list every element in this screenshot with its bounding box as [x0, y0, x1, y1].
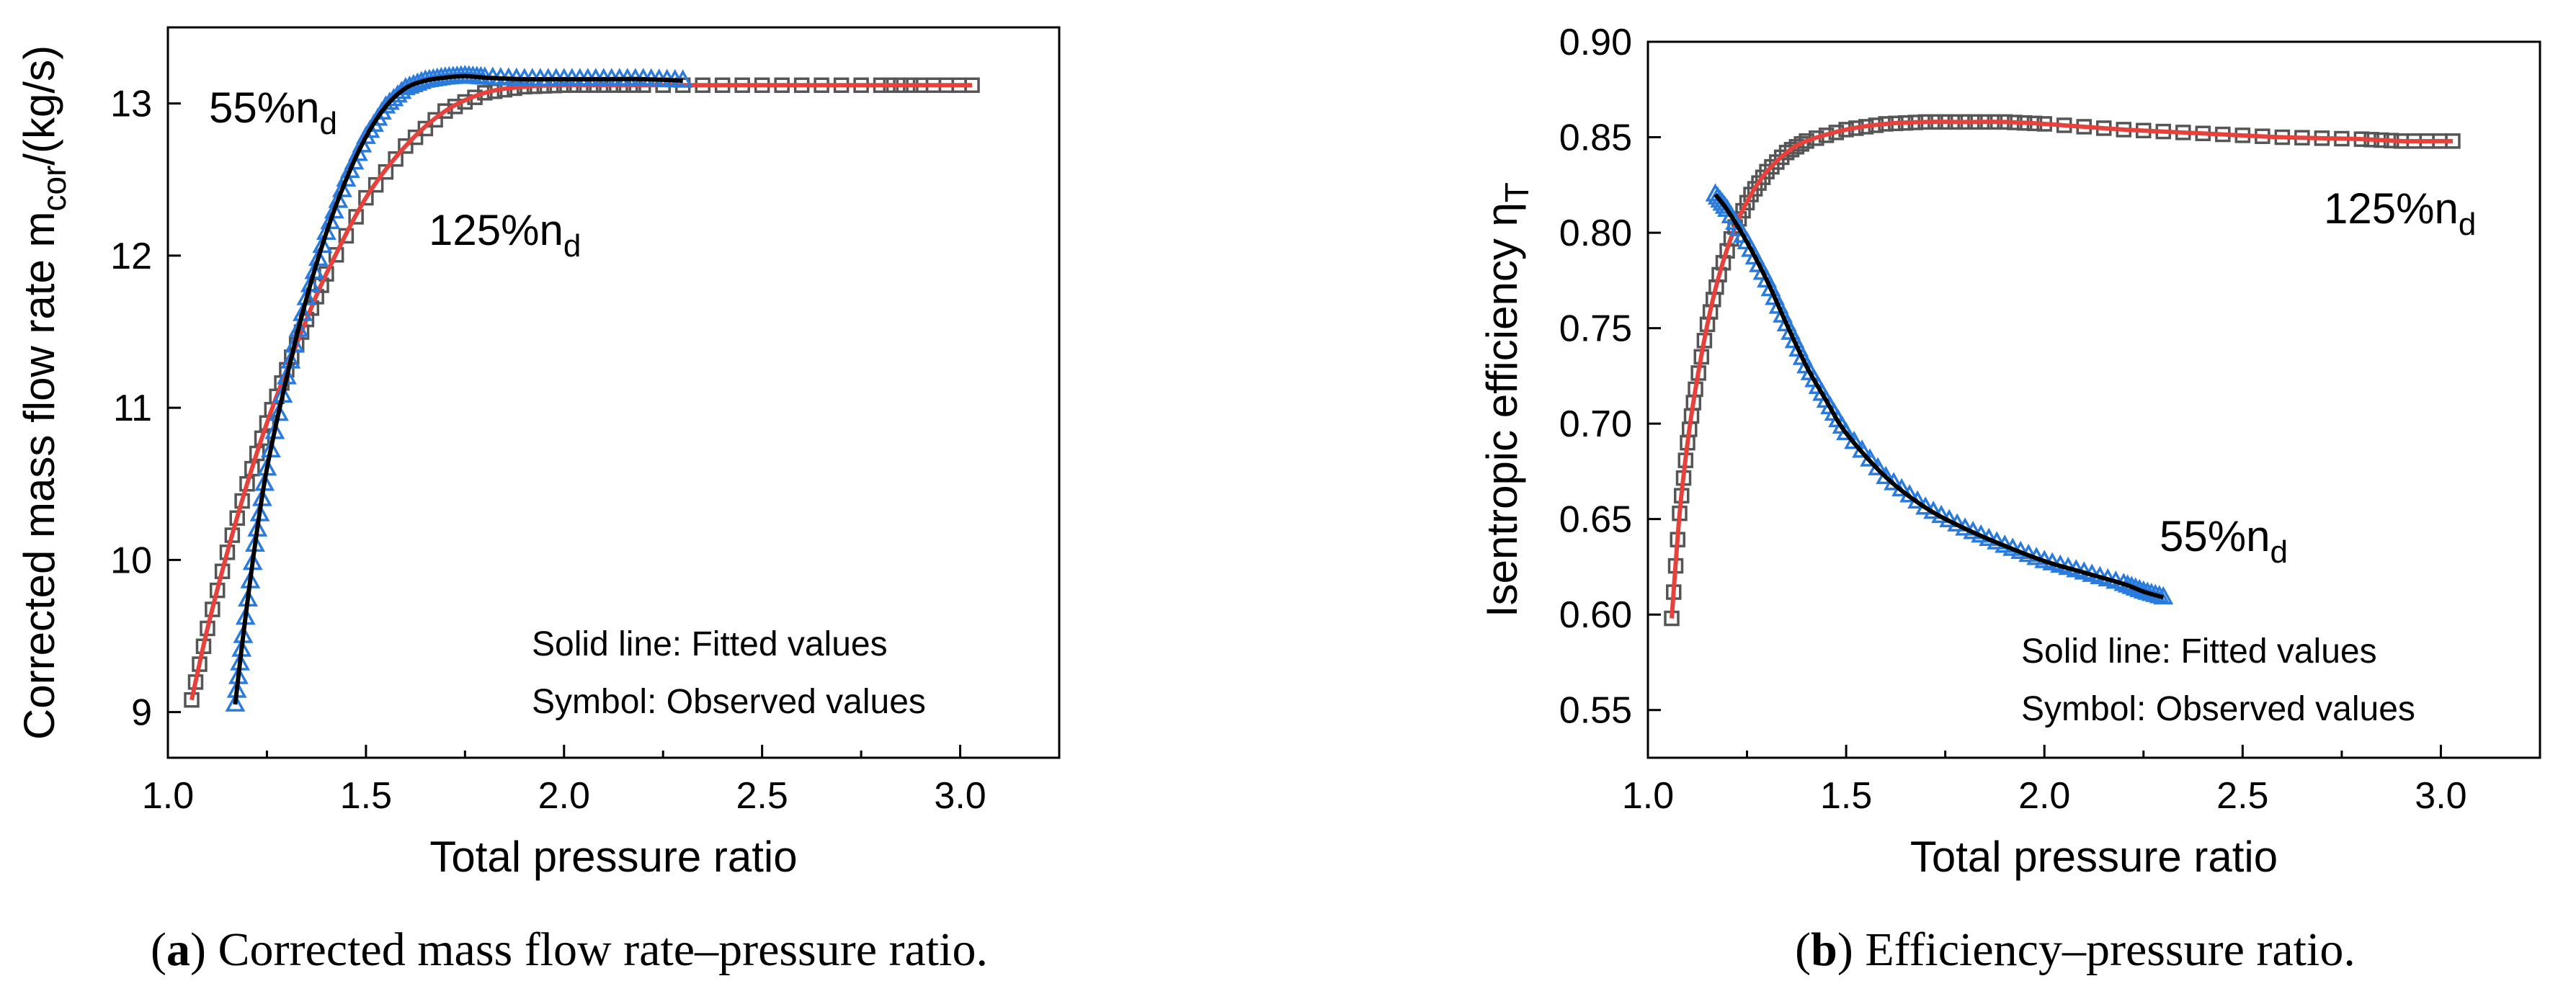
series-label: 125%nd [429, 206, 581, 264]
observed-point-square [417, 120, 434, 137]
series-label-subscript: d [2459, 207, 2476, 242]
series-label-subscript: d [2270, 534, 2287, 570]
observed-point-triangle [331, 179, 352, 197]
observed-point-square [1769, 154, 1785, 170]
observed-point-square [348, 209, 364, 225]
y-axis-label-subscript: cor [35, 166, 73, 212]
observed-point-square [1793, 136, 1809, 152]
legend-line: Solid line: Fitted values [532, 625, 888, 663]
y-axis-label: Corrected mass flow rate mcor/(kg/s) [15, 45, 73, 740]
x-tick-label: 2.5 [736, 775, 788, 817]
y-tick-label: 11 [113, 388, 152, 429]
caption-letter: a [166, 923, 190, 976]
y-tick-label: 0.80 [1559, 212, 1632, 254]
fitted-line [1713, 193, 2165, 600]
observed-point-triangle [336, 168, 357, 187]
caption-open-paren: ( [1795, 923, 1811, 976]
y-tick-label: 13 [110, 84, 152, 125]
observed-point-square [358, 189, 374, 206]
y-tick-label: 9 [131, 692, 152, 734]
fitted-line [1670, 120, 2453, 619]
observed-point-square [427, 112, 443, 128]
y-axis-label-unit: /(kg/s) [15, 45, 63, 166]
series-label: 55%nd [2160, 512, 2288, 570]
series-label: 55%nd [209, 84, 337, 141]
x-tick-label: 1.5 [340, 775, 392, 817]
observed-point-triangle [344, 151, 365, 170]
observed-point-square [1739, 194, 1755, 211]
observed-point-square [367, 176, 384, 193]
series-a-1 [225, 64, 693, 712]
observed-point-square [388, 151, 404, 167]
observed-point-square [1759, 164, 1775, 179]
caption-text: ) Efficiency–pressure ratio. [1837, 923, 2356, 976]
x-tick-label: 3.0 [934, 775, 986, 817]
fitted-line [233, 73, 683, 705]
observed-point-square [328, 247, 344, 263]
y-tick-label: 12 [110, 236, 152, 277]
observed-point-square [398, 138, 414, 154]
observed-point-triangle [324, 200, 344, 219]
y-axis-label-subscript: T [1498, 182, 1536, 202]
y-tick-label: 10 [110, 539, 152, 581]
caption-open-paren: ( [151, 923, 166, 976]
observed-point-triangle [328, 189, 349, 208]
series-a-0 [184, 77, 980, 708]
observed-point-square [1799, 133, 1814, 149]
plot-frame [166, 26, 1061, 759]
observed-point-square [378, 164, 394, 180]
series-b-0 [1664, 114, 2461, 627]
figure-caption: (b) Efficiency–pressure ratio. [1795, 923, 2356, 976]
legend-line: Solid line: Fitted values [2021, 632, 2377, 671]
x-axis-label: Total pressure ratio [429, 833, 797, 881]
y-tick-label: 0.85 [1559, 117, 1632, 159]
series-label: 125%nd [2324, 184, 2476, 242]
y-tick-label: 0.90 [1559, 22, 1632, 63]
x-tick-label: 1.0 [1622, 775, 1674, 817]
x-axis-label: Total pressure ratio [1910, 833, 2278, 881]
caption-letter: b [1811, 923, 1837, 976]
y-tick-label: 0.55 [1559, 690, 1632, 732]
y-tick-label: 0.60 [1559, 594, 1632, 636]
observed-point-triangle [339, 159, 360, 179]
x-tick-label: 2.5 [2216, 775, 2268, 817]
observed-point-triangle [320, 210, 341, 230]
x-tick-label: 3.0 [2415, 775, 2466, 817]
x-tick-label: 2.0 [2018, 775, 2070, 817]
observed-point-triangle [352, 134, 373, 153]
y-axis-label: Isentropic efficiency ηT [1478, 182, 1536, 617]
legend-line: Symbol: Observed values [2021, 690, 2415, 728]
observed-point-square [1764, 158, 1780, 175]
series-label-subscript: d [563, 228, 581, 264]
fitted-line [190, 83, 973, 701]
y-tick-label: 0.65 [1559, 499, 1632, 541]
y-tick-label: 0.70 [1559, 403, 1632, 445]
observed-point-square [437, 103, 453, 119]
x-tick-label: 1.0 [142, 775, 194, 817]
chart-panel-a: 125%nd 55%nd 1.0 1.5 2.0 2.5 3.0 9 10 11 12 13 Total… [15, 26, 1061, 976]
y-tick-label: 0.75 [1559, 308, 1632, 350]
legend-line: Symbol: Observed values [532, 683, 926, 721]
observed-point-triangle [225, 693, 246, 712]
x-tick-label: 1.5 [1820, 775, 1872, 817]
x-tick-label: 2.0 [538, 775, 590, 817]
chart-panel-b: 125%nd 55%nd 1.0 1.5 2.0 2.5 3.0 0.55 0.60 0.65 0.… [1478, 22, 2541, 976]
observed-point-triangle [1836, 421, 1857, 441]
observed-point-triangle [347, 143, 368, 161]
figure-caption: (a) Corrected mass flow rate–pressure ra… [151, 923, 988, 976]
series-b-1 [1705, 183, 2174, 605]
observed-point-square [1735, 202, 1751, 219]
caption-text: ) Corrected mass flow rate–pressure rati… [190, 923, 988, 976]
observed-point-square [407, 129, 424, 145]
series-label-subscript: d [319, 106, 337, 141]
plot-frame [1646, 40, 2541, 759]
